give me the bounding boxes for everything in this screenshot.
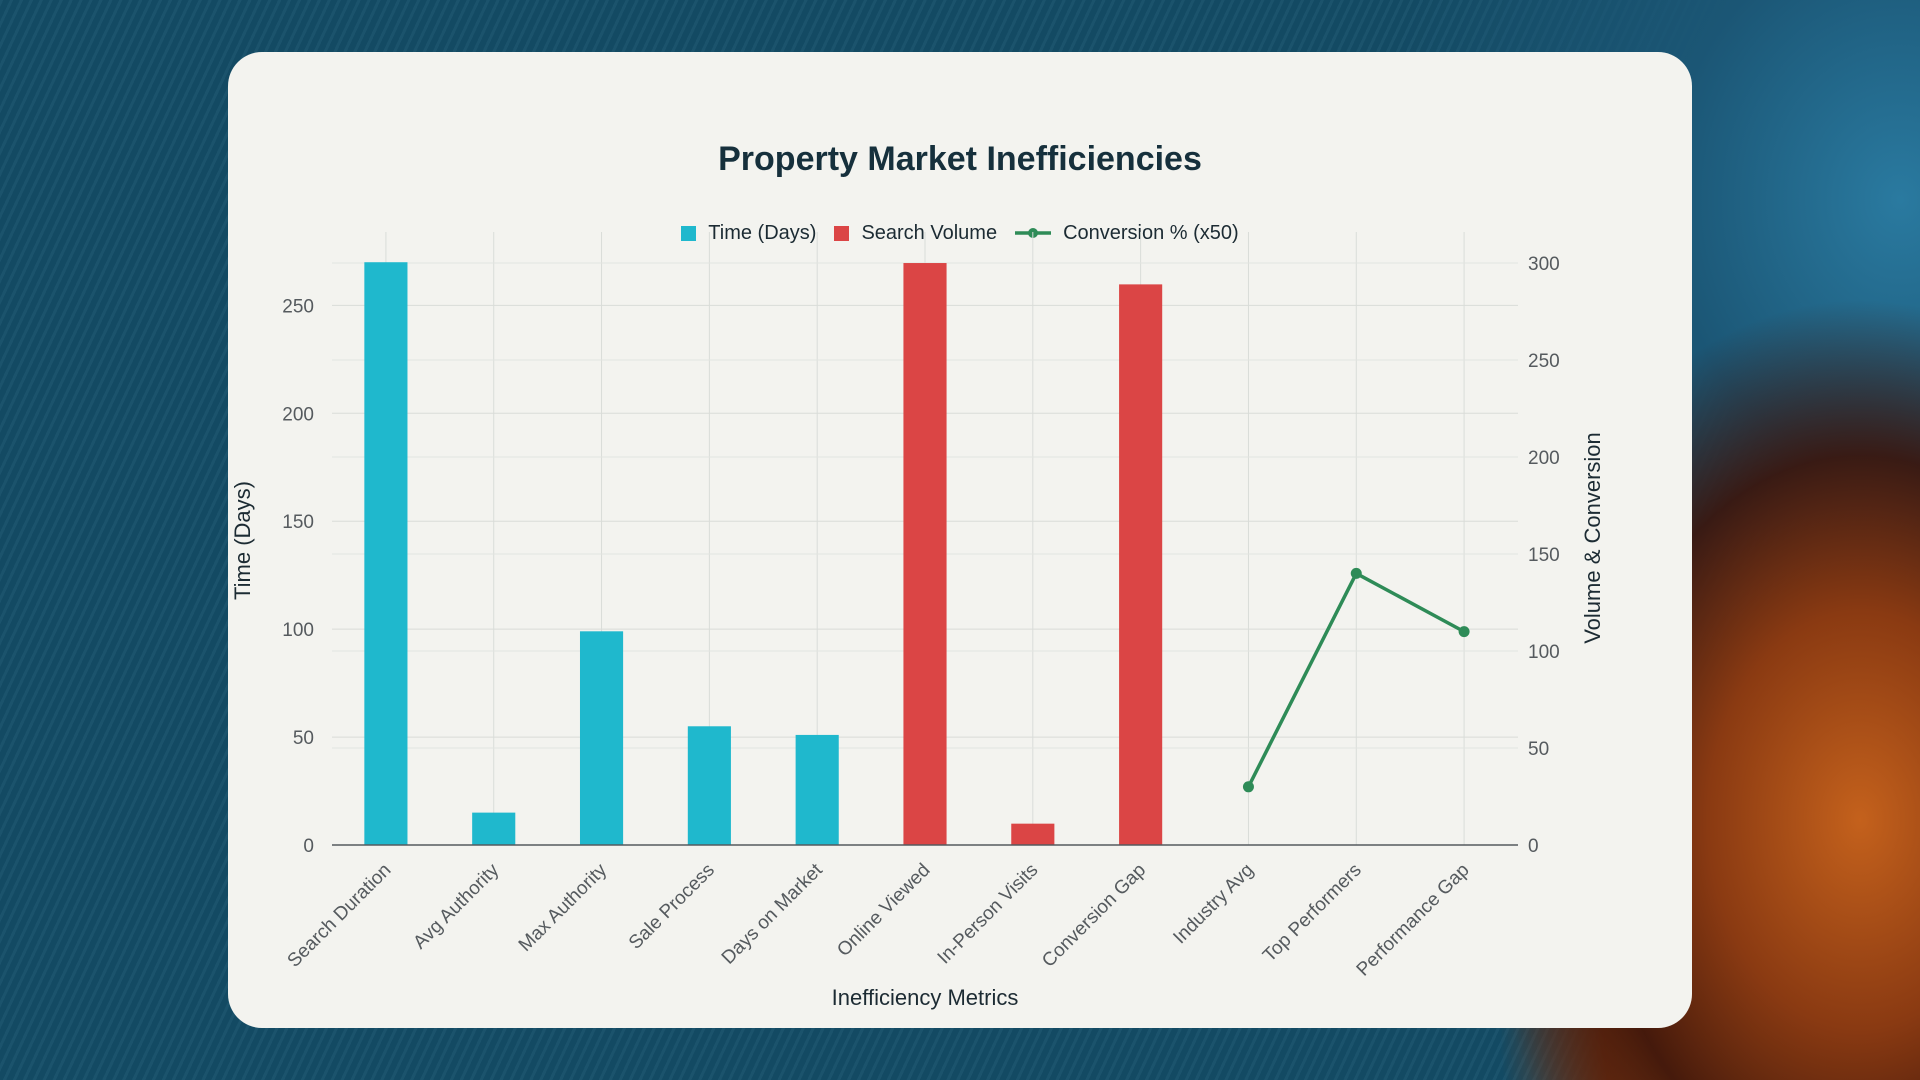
bars	[364, 262, 1163, 845]
y2-tick-label: 0	[1528, 836, 1539, 857]
y-tick-label: 250	[282, 296, 314, 317]
y2-tick-label: 150	[1528, 545, 1560, 566]
y-tick-label: 100	[282, 620, 314, 641]
x-tick-label: Search Duration	[284, 860, 396, 972]
x-tick-label: Avg Authority	[409, 859, 503, 953]
x-tick-label: Max Authority	[515, 859, 612, 956]
legend-label: Search Volume	[861, 221, 998, 244]
y-tick-label: 0	[303, 836, 314, 857]
legend: Time (Days) Search Volume Conversion % (x5…	[228, 220, 1692, 246]
y2-tick-label: 200	[1528, 448, 1560, 469]
bar-conversion-gap	[1119, 284, 1163, 845]
bar-online-viewed	[903, 263, 947, 845]
y-axis-title: Time (Days)	[230, 481, 255, 600]
point-performance-gap	[1458, 626, 1470, 638]
x-tick-label: Top Performers	[1259, 860, 1366, 967]
y-tick-label: 150	[282, 512, 314, 533]
y-tick-label: 200	[282, 404, 314, 425]
bar-avg-authority	[472, 812, 516, 845]
legend-item-time-days[interactable]: Time (Days)	[681, 222, 816, 245]
chart-card: Property Market Inefficiencies Time (Day…	[228, 52, 1692, 1028]
bar-max-authority	[579, 631, 624, 845]
bar-search-duration	[364, 262, 408, 845]
y2-tick-label: 300	[1528, 254, 1560, 275]
y2-tick-label: 250	[1528, 351, 1560, 372]
chart-title: Property Market Inefficiencies	[718, 140, 1202, 178]
bar-sale-process	[687, 726, 731, 845]
y2-tick-label: 50	[1528, 739, 1549, 760]
legend-item-search-volume[interactable]: Search Volume	[834, 222, 997, 245]
y-tick-label: 50	[293, 728, 314, 749]
bar-days-on-market	[795, 734, 839, 845]
y2-tick-label: 100	[1528, 642, 1560, 663]
x-axis-title: Inefficiency Metrics	[832, 985, 1019, 1010]
x-tick-label: In-Person Visits	[934, 860, 1043, 969]
x-tick-label: Sale Process	[625, 860, 719, 954]
legend-swatch	[681, 225, 697, 241]
point-industry-avg	[1242, 781, 1254, 793]
x-tick-label: Online Viewed	[833, 860, 934, 961]
x-tick-label: Performance Gap	[1353, 860, 1474, 981]
x-tick-label: Conversion Gap	[1038, 860, 1150, 972]
y2-axis-title: Volume & Conversion	[1580, 432, 1605, 644]
bar-in-person-visits	[1011, 823, 1055, 845]
x-tick-label: Days on Market	[718, 859, 827, 968]
legend-swatch	[834, 225, 850, 241]
legend-label: Conversion % (x50)	[1063, 221, 1239, 244]
x-tick-label: Industry Avg	[1169, 860, 1258, 949]
legend-label: Time (Days)	[708, 221, 817, 244]
point-top-performers	[1350, 567, 1362, 579]
